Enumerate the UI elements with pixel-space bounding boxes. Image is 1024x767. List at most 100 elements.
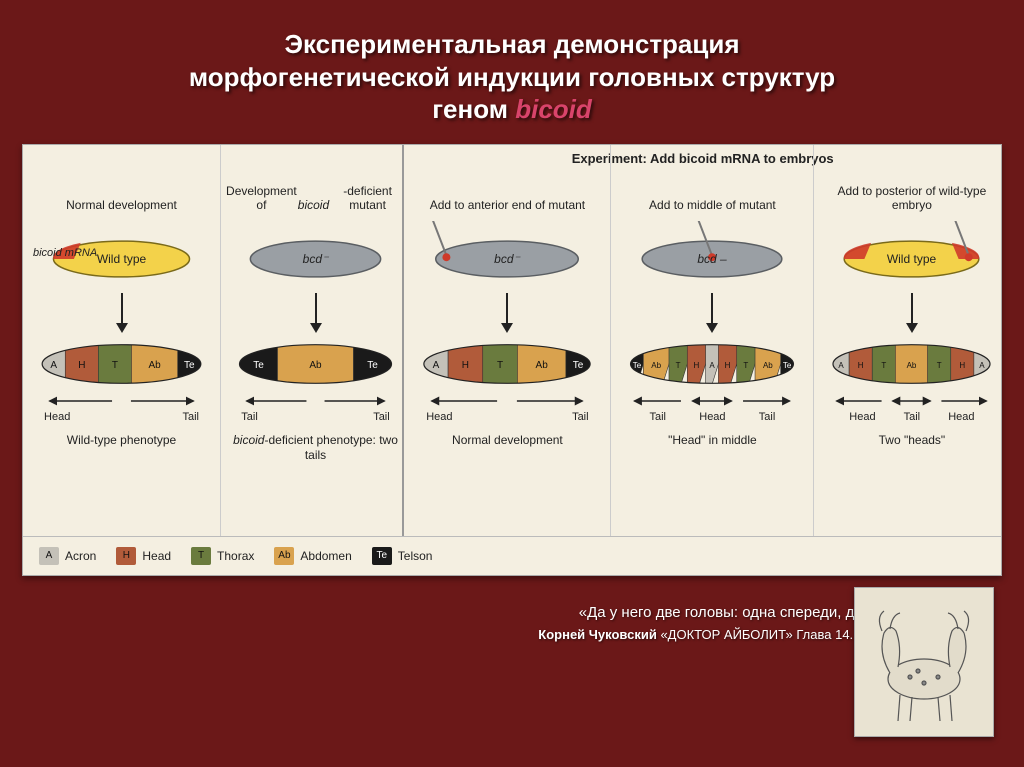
column-header: Add to anterior end of mutant	[430, 179, 585, 213]
top-embryo: bcd⁻	[408, 221, 606, 285]
axis-labels: Head Tail Head	[835, 411, 988, 423]
svg-text:A: A	[710, 361, 716, 370]
legend-swatch: Te	[372, 547, 392, 565]
title-line-1: Экспериментальная демонстрация	[284, 29, 739, 59]
segmented-embryo: AHTAbTHA	[818, 341, 1005, 387]
segmented-embryo: A H T Ab Te	[27, 341, 216, 387]
svg-text:T: T	[882, 361, 887, 370]
axis-label: Tail	[241, 411, 258, 423]
legend-label: Telson	[398, 549, 433, 563]
axis-label: Tail	[373, 411, 390, 423]
legend-item-telson: Te Telson	[372, 547, 433, 565]
svg-text:Te: Te	[633, 361, 642, 370]
segmented-embryo: AHTAbTe	[408, 341, 606, 387]
column-4: Add to posterior of wild-type embryo Wil…	[814, 145, 1009, 536]
svg-text:Ab: Ab	[309, 360, 322, 371]
legend-item-acron: A Acron	[39, 547, 96, 565]
axis-label: Head	[948, 411, 974, 423]
segmented-embryo: TeAbTe	[225, 341, 406, 387]
column-header: Normal development	[66, 179, 177, 213]
svg-text:T: T	[937, 361, 942, 370]
arrow-down-icon	[306, 291, 326, 335]
column-header: Development of bicoid-deficient mutant	[225, 179, 406, 213]
svg-text:Te: Te	[253, 360, 264, 371]
axis-label: Tail	[904, 411, 921, 423]
svg-text:bcd –: bcd –	[698, 252, 728, 266]
title-line-2: морфогенетической индукции головных стру…	[189, 62, 835, 92]
arrow-down-icon	[902, 291, 922, 335]
slide-title: Экспериментальная демонстрация морфогене…	[0, 0, 1024, 144]
phenotype-label: Two "heads"	[879, 433, 946, 448]
legend-swatch: T	[191, 547, 211, 565]
axis-labels: Head Tail	[44, 411, 199, 423]
svg-text:T: T	[112, 360, 118, 371]
arrow-down-icon	[112, 291, 132, 335]
axis-label: Tail	[649, 411, 666, 423]
panel-row: Normal development bicoid mRNA Wild type…	[23, 145, 1001, 537]
gene-name: bicoid	[515, 94, 592, 124]
pushmi-pullyu-illustration	[854, 587, 994, 737]
svg-text:Te: Te	[184, 360, 195, 371]
svg-text:H: H	[725, 361, 731, 370]
svg-text:H: H	[960, 361, 966, 370]
right-group: Experiment: Add bicoid mRNA to embryos A…	[404, 145, 1001, 536]
figure-panel: Normal development bicoid mRNA Wild type…	[22, 144, 1002, 576]
segmented-embryo: TeAbTHAHTAbTe	[615, 341, 809, 387]
axis-arrows	[225, 393, 406, 409]
quote: «Да у него две головы: одна спереди, дру…	[80, 604, 944, 621]
svg-text:Wild type: Wild type	[97, 252, 147, 266]
axis-arrows	[408, 393, 606, 409]
axis-label: Head	[44, 411, 70, 423]
axis-arrows	[27, 393, 216, 409]
bicoid-mrna-label: bicoid mRNA	[33, 247, 97, 259]
legend: A Acron H Head T Thorax Ab Abdomen Te Telson	[23, 537, 1001, 575]
axis-label: Tail	[572, 411, 589, 423]
svg-text:bcd⁻: bcd⁻	[495, 252, 522, 266]
svg-text:Ab: Ab	[148, 360, 161, 371]
svg-text:Ab: Ab	[536, 360, 549, 371]
svg-text:Ab: Ab	[763, 361, 773, 370]
legend-swatch: H	[116, 547, 136, 565]
svg-text:Te: Te	[573, 360, 584, 371]
svg-text:T: T	[744, 361, 749, 370]
legend-label: Abdomen	[300, 549, 351, 563]
top-embryo: Wild type	[818, 221, 1005, 285]
phenotype-label: Wild-type phenotype	[67, 433, 176, 448]
axis-label: Head	[849, 411, 875, 423]
svg-text:Ab: Ab	[907, 361, 917, 370]
axis-labels: TailHeadTail	[633, 411, 792, 423]
axis-labels: HeadTail	[426, 411, 588, 423]
legend-swatch: Ab	[274, 547, 294, 565]
left-group: Normal development bicoid mRNA Wild type…	[23, 145, 404, 536]
axis-label: Tail	[182, 411, 199, 423]
legend-label: Thorax	[217, 549, 254, 563]
column-header: Add to posterior of wild-type embryo	[818, 179, 1005, 213]
legend-item-thorax: T Thorax	[191, 547, 254, 565]
legend-swatch: A	[39, 547, 59, 565]
top-embryo: bcd⁻	[225, 221, 406, 285]
svg-text:bcd⁻: bcd⁻	[303, 252, 330, 266]
axis-arrows	[818, 393, 1005, 409]
svg-text:H: H	[462, 360, 469, 371]
svg-text:T: T	[497, 360, 503, 371]
column-header: Add to middle of mutant	[649, 179, 776, 213]
svg-text:A: A	[50, 360, 57, 371]
svg-text:Ab: Ab	[652, 361, 662, 370]
column-2: Add to anterior end of mutant bcd⁻ AHTAb…	[404, 145, 611, 536]
svg-text:T: T	[676, 361, 681, 370]
axis-arrows	[615, 393, 809, 409]
top-embryo: bicoid mRNA Wild type	[27, 221, 216, 285]
column-3: Add to middle of mutant bcd – TeAbTHAHTA…	[611, 145, 814, 536]
axis-labels: Tail Tail	[241, 411, 389, 423]
legend-label: Acron	[65, 549, 96, 563]
svg-text:H: H	[78, 360, 85, 371]
phenotype-label: Normal development	[452, 433, 563, 448]
legend-label: Head	[142, 549, 171, 563]
arrow-down-icon	[702, 291, 722, 335]
phenotype-label: "Head" in middle	[668, 433, 757, 448]
attribution: Корней Чуковский «ДОКТОР АЙБОЛИТ» Глава …	[80, 627, 944, 642]
column-0: Normal development bicoid mRNA Wild type…	[23, 145, 221, 536]
title-line-3: геном	[432, 94, 515, 124]
arrow-down-icon	[497, 291, 517, 335]
svg-text:Wild type: Wild type	[887, 252, 937, 266]
